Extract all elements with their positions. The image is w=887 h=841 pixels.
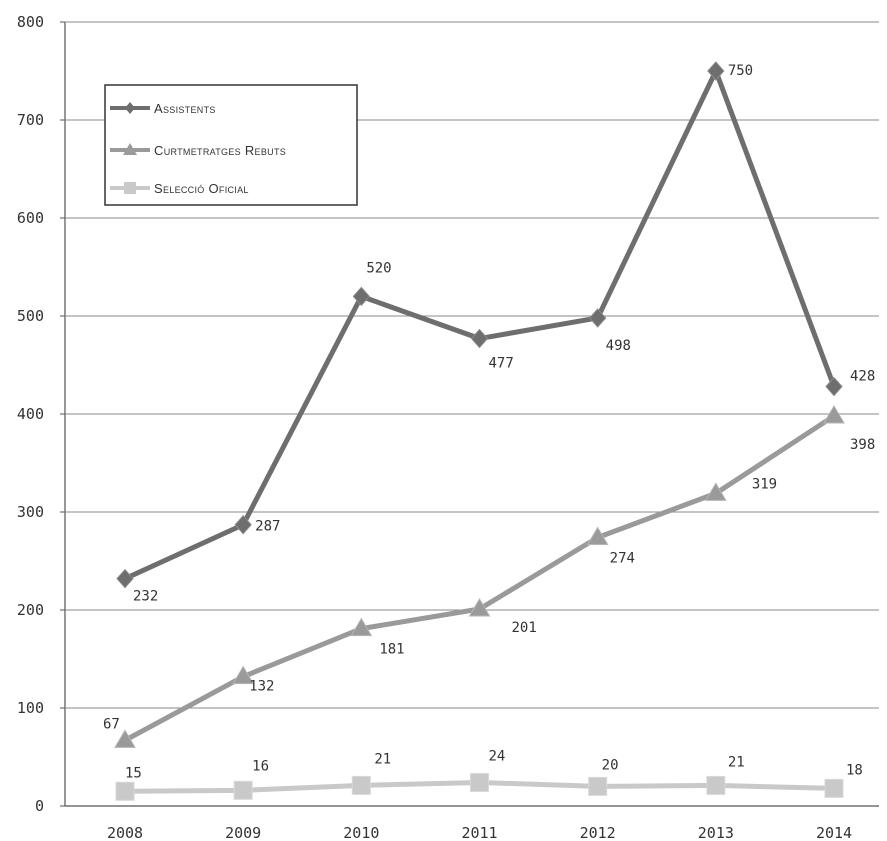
data-label: 428 bbox=[850, 369, 875, 385]
y-tick-label: 700 bbox=[17, 111, 44, 129]
series-line-2 bbox=[123, 413, 836, 743]
data-label: 477 bbox=[489, 356, 514, 372]
y-tick-label: 100 bbox=[17, 699, 44, 717]
data-point bbox=[470, 772, 489, 792]
legend-box bbox=[104, 84, 358, 206]
data-label: 498 bbox=[606, 338, 631, 354]
x-tick-label: 2008 bbox=[107, 824, 143, 841]
data-point bbox=[588, 776, 608, 796]
data-point bbox=[468, 598, 491, 617]
series-layer bbox=[114, 61, 845, 801]
data-point bbox=[824, 778, 844, 798]
data-point bbox=[234, 514, 252, 535]
y-tick-label: 200 bbox=[17, 601, 44, 619]
data-label: 21 bbox=[728, 754, 745, 770]
legend-marker bbox=[123, 143, 137, 155]
legend: Assistents Curtmetratges Rebuts Selecció O… bbox=[104, 84, 358, 206]
data-point bbox=[352, 286, 371, 307]
x-tick-label: 2012 bbox=[580, 824, 616, 841]
y-tick-label: 300 bbox=[17, 503, 44, 521]
data-point bbox=[706, 775, 726, 795]
y-tick-label: 800 bbox=[17, 13, 44, 31]
data-label: 201 bbox=[512, 620, 537, 636]
data-label: 750 bbox=[728, 63, 753, 79]
legend-label: Selecció Oficial bbox=[154, 181, 249, 196]
x-tick-label: 2014 bbox=[816, 824, 852, 841]
data-point bbox=[233, 780, 253, 800]
legend-marker bbox=[124, 182, 136, 194]
legend-label: Curtmetratges Rebuts bbox=[154, 143, 286, 158]
data-label: 287 bbox=[255, 519, 280, 535]
data-label: 232 bbox=[133, 589, 158, 605]
data-label: 520 bbox=[366, 260, 391, 276]
data-label: 24 bbox=[489, 748, 506, 764]
data-label: 16 bbox=[252, 758, 269, 774]
data-point bbox=[588, 308, 607, 328]
data-point bbox=[470, 328, 489, 349]
data-label: 319 bbox=[752, 476, 777, 492]
data-point bbox=[115, 781, 135, 801]
x-tick-label: 2011 bbox=[461, 824, 497, 841]
x-axis: 2008 2009 2010 2011 2012 2013 2014 bbox=[107, 824, 852, 841]
y-axis: 0 100 200 300 400 500 600 700 800 bbox=[17, 13, 44, 815]
data-point bbox=[350, 617, 373, 637]
data-point bbox=[825, 376, 843, 397]
data-labels: 232 287 520 477 498 750 428 67 132 181 201 274 319 39… bbox=[103, 63, 875, 781]
data-point bbox=[114, 729, 136, 748]
data-label: 20 bbox=[602, 757, 619, 773]
data-point bbox=[704, 482, 727, 501]
y-tick-label: 400 bbox=[17, 405, 44, 423]
data-point bbox=[823, 404, 845, 424]
data-label: 15 bbox=[125, 765, 142, 781]
x-tick-label: 2013 bbox=[698, 824, 734, 841]
data-point bbox=[586, 526, 609, 545]
y-tick-label: 600 bbox=[17, 209, 44, 227]
data-point bbox=[707, 61, 725, 81]
data-label: 181 bbox=[379, 642, 404, 658]
data-point bbox=[232, 665, 255, 685]
y-tick-label: 500 bbox=[17, 307, 44, 325]
data-label: 398 bbox=[850, 437, 875, 453]
legend-marker bbox=[125, 102, 135, 114]
y-tick-label: 0 bbox=[35, 797, 44, 815]
x-tick-label: 2009 bbox=[225, 824, 261, 841]
data-label: 18 bbox=[846, 762, 863, 778]
data-point bbox=[116, 568, 134, 589]
x-tick-label: 2010 bbox=[343, 824, 379, 841]
data-point bbox=[351, 775, 371, 795]
data-label: 274 bbox=[610, 550, 635, 566]
data-label: 21 bbox=[374, 751, 391, 767]
legend-label: Assistents bbox=[154, 101, 216, 116]
data-label: 132 bbox=[249, 679, 274, 695]
data-label: 67 bbox=[103, 716, 120, 732]
